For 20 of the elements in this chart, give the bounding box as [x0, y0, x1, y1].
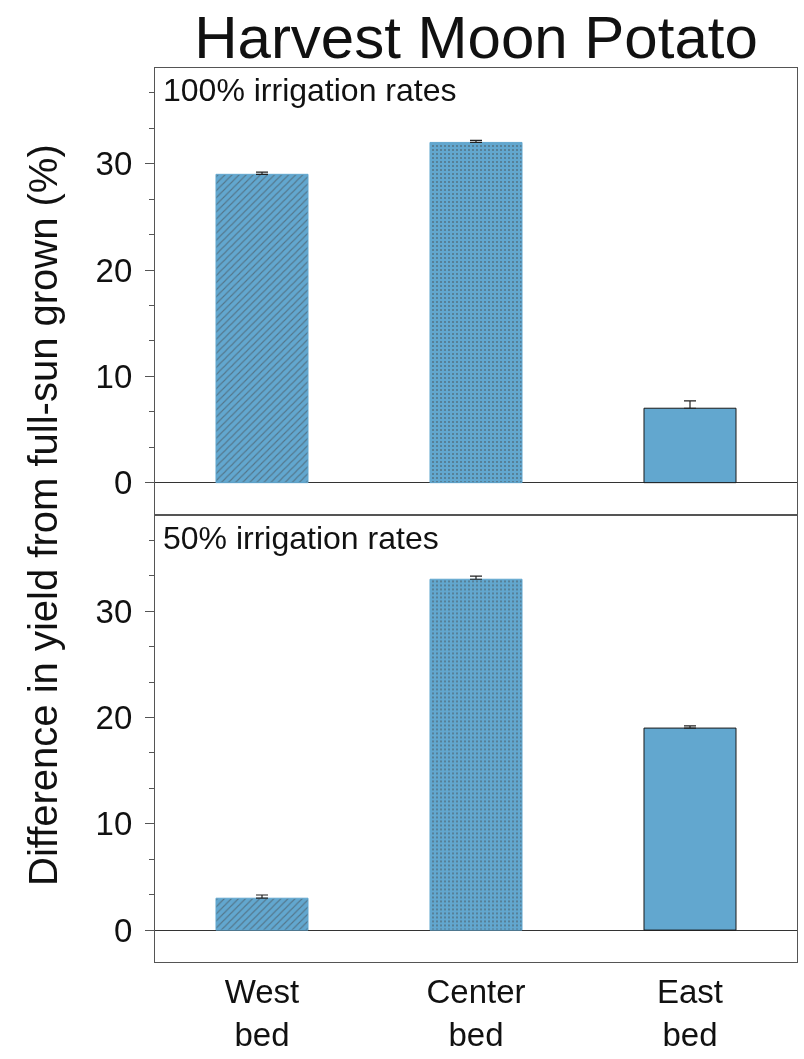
x-tick-label: West bed — [224, 972, 300, 1053]
y-tick-label: 30 — [95, 145, 133, 183]
x-tick-label: Center bed — [426, 972, 526, 1053]
y-tick-label: 20 — [95, 699, 133, 737]
bar — [215, 173, 309, 484]
y-tick-label: 10 — [95, 357, 133, 395]
y-tick-label: 0 — [113, 464, 133, 502]
bar — [429, 578, 523, 931]
y-tick-label: 20 — [95, 251, 133, 289]
y-tick-label: 0 — [113, 911, 133, 949]
y-axis-title: Difference in yield from full-sun grown (%) — [21, 144, 65, 886]
annotation: 50% irrigation rates — [163, 520, 439, 556]
bar — [429, 141, 523, 484]
bar — [215, 897, 309, 931]
bar — [643, 727, 737, 931]
annotation: 100% irrigation rates — [163, 72, 457, 108]
y-tick-label: 30 — [95, 592, 133, 630]
x-tick-label: East bed — [656, 972, 724, 1053]
y-tick-label: 10 — [95, 805, 133, 843]
chart-title: Harvest Moon Potato — [194, 4, 758, 71]
